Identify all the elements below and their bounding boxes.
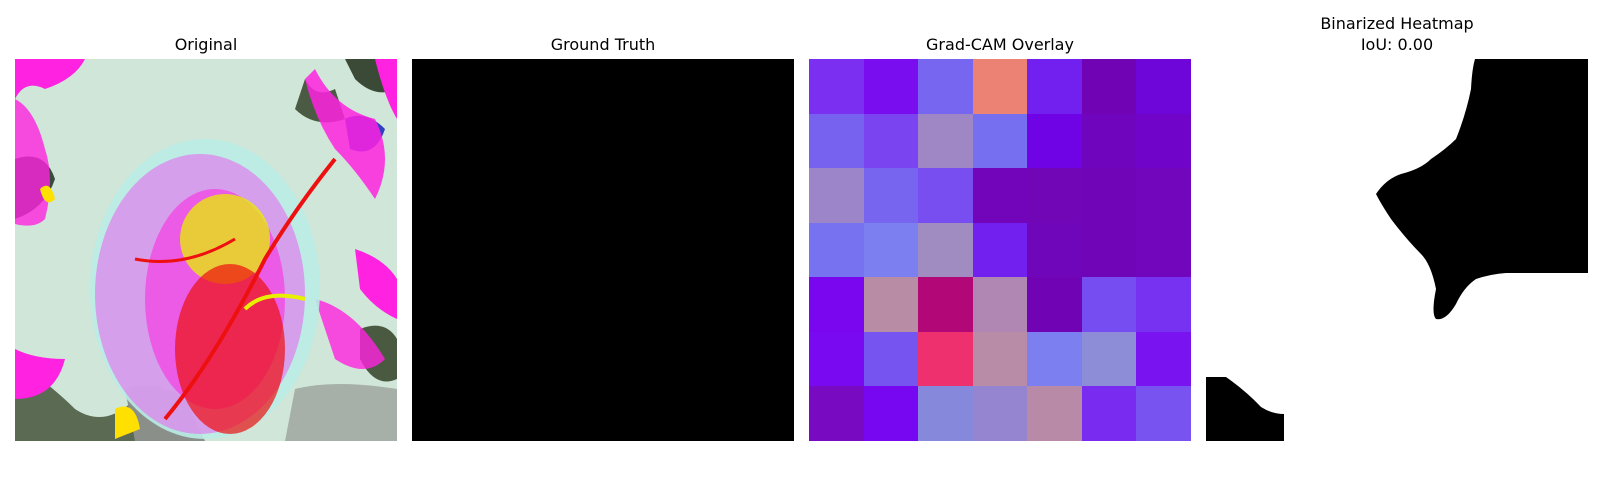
gradcam-cell <box>863 277 919 332</box>
iou-label: IoU: 0.00 <box>1360 35 1434 54</box>
original-image <box>15 59 397 441</box>
gradcam-cell <box>918 386 973 441</box>
gradcam-cell <box>1136 168 1191 223</box>
gradcam-cell <box>863 222 919 278</box>
gradcam-cell <box>863 59 919 114</box>
original-title: Original <box>174 35 238 54</box>
gradcam-cell <box>809 222 864 278</box>
gradcam-cell <box>972 222 1028 278</box>
ground-truth-title: Ground Truth <box>550 35 656 54</box>
gradcam-cell <box>972 113 1028 169</box>
gradcam-cell <box>1027 386 1082 441</box>
gradcam-cell <box>809 168 864 223</box>
gradcam-cell <box>809 277 864 332</box>
gradcam-cell <box>1136 59 1191 114</box>
binary-mask-shape <box>1206 59 1588 441</box>
gradcam-title: Grad-CAM Overlay <box>926 35 1074 54</box>
gradcam-cell <box>918 277 973 332</box>
gradcam-cell <box>918 59 973 114</box>
binarized-title: Binarized Heatmap <box>1320 14 1474 33</box>
gradcam-cell <box>972 331 1028 387</box>
gradcam-cell <box>918 113 973 169</box>
gradcam-cell <box>972 386 1028 441</box>
gradcam-cell <box>1136 331 1191 387</box>
gradcam-cell <box>918 222 973 278</box>
gradcam-cell <box>1136 222 1191 278</box>
binarized-heatmap <box>1206 59 1588 441</box>
gradcam-cell <box>1027 113 1082 169</box>
gradcam-heatmap-grid <box>809 59 1191 441</box>
gradcam-cell <box>1027 222 1082 278</box>
gradcam-cell <box>809 386 864 441</box>
gradcam-cell <box>1081 386 1137 441</box>
gradcam-cell <box>863 331 919 387</box>
gradcam-cell <box>1081 59 1137 114</box>
gradcam-cell <box>1081 168 1137 223</box>
gradcam-cell <box>1136 113 1191 169</box>
ground-truth-mask <box>412 59 794 441</box>
gradcam-cell <box>863 386 919 441</box>
gradcam-cell <box>1027 59 1082 114</box>
gradcam-cell <box>972 59 1028 114</box>
gradcam-cell <box>863 113 919 169</box>
gradcam-cell <box>1081 331 1137 387</box>
gradcam-cell <box>1027 277 1082 332</box>
gradcam-cell <box>809 331 864 387</box>
gradcam-cell <box>1027 168 1082 223</box>
gradcam-cell <box>1081 222 1137 278</box>
gradcam-cell <box>918 168 973 223</box>
leaf-photo <box>15 59 397 441</box>
gradcam-cell <box>863 168 919 223</box>
gradcam-cell <box>1081 277 1137 332</box>
gradcam-cell <box>918 331 973 387</box>
gradcam-cell <box>972 277 1028 332</box>
gradcam-cell <box>1136 386 1191 441</box>
gradcam-cell <box>1027 331 1082 387</box>
gradcam-cell <box>1136 277 1191 332</box>
gradcam-cell <box>809 113 864 169</box>
gradcam-cell <box>1081 113 1137 169</box>
gradcam-cell <box>972 168 1028 223</box>
gradcam-cell <box>809 59 864 114</box>
